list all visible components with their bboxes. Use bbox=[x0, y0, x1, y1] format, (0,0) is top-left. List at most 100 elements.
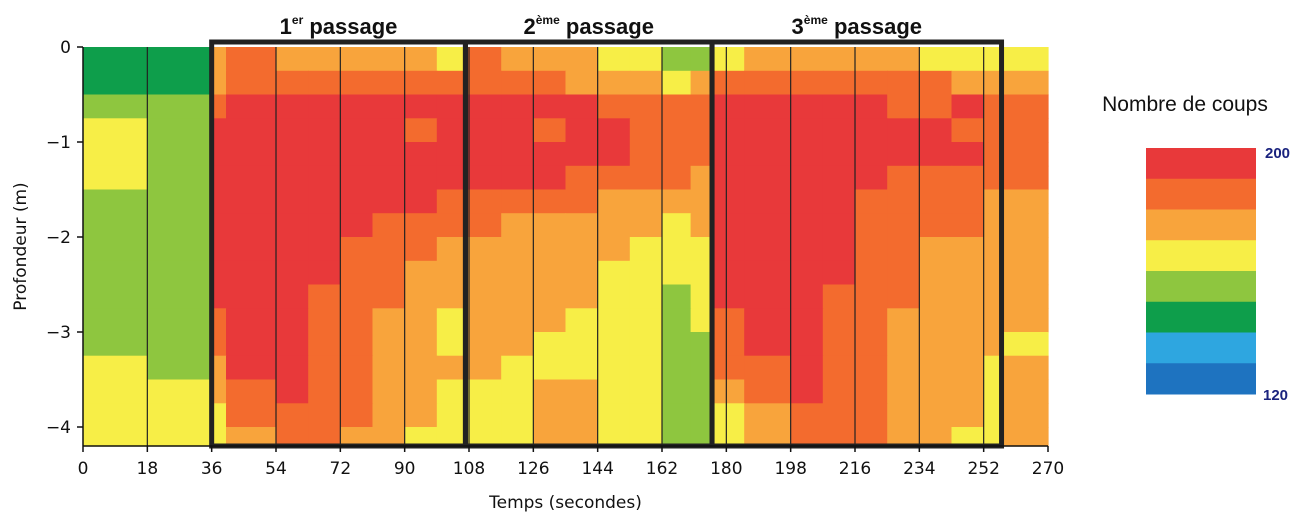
heatmap-cell bbox=[951, 165, 985, 191]
heatmap-cell bbox=[436, 213, 466, 238]
heatmap-cell bbox=[211, 260, 227, 286]
heatmap-cell bbox=[147, 142, 213, 167]
heatmap-cell bbox=[226, 47, 277, 72]
passage-label: 1er passage bbox=[280, 13, 398, 39]
heatmap-cell bbox=[340, 165, 374, 191]
heatmap-cell bbox=[822, 355, 856, 381]
heatmap-cell bbox=[211, 403, 227, 428]
heatmap-cell bbox=[436, 47, 466, 72]
heatmap-cell bbox=[597, 142, 631, 167]
heatmap-cell bbox=[565, 260, 599, 286]
heatmap-cell bbox=[404, 403, 438, 428]
heatmap-cell bbox=[83, 308, 148, 333]
heatmap-cell bbox=[951, 355, 985, 381]
x-axis-title: Temps (secondes) bbox=[488, 493, 642, 513]
heatmap-cell bbox=[662, 47, 692, 72]
y-tick-label: −1 bbox=[46, 133, 71, 153]
heatmap-cell bbox=[822, 237, 856, 262]
heatmap-cell bbox=[147, 308, 213, 333]
heatmap-cell bbox=[855, 260, 888, 286]
heatmap-cell bbox=[744, 142, 792, 167]
heatmap-cell bbox=[983, 118, 1003, 143]
heatmap-cell bbox=[690, 355, 713, 381]
heatmap-cell bbox=[83, 118, 148, 143]
heatmap-cell bbox=[404, 189, 438, 214]
heatmap-cell bbox=[404, 379, 438, 404]
heatmap-cell bbox=[308, 403, 341, 428]
heatmap-cell bbox=[855, 427, 888, 447]
heatmap-cell bbox=[465, 94, 502, 119]
heatmap-cell bbox=[226, 260, 277, 286]
heatmap-cell bbox=[983, 47, 1003, 72]
heatmap-cell bbox=[404, 165, 438, 191]
heatmap-cell bbox=[340, 189, 374, 214]
heatmap-cell bbox=[211, 142, 227, 167]
heatmap-cell bbox=[690, 94, 713, 119]
heatmap-cell bbox=[276, 118, 309, 143]
heatmap-cell bbox=[855, 189, 888, 214]
heatmap-cell bbox=[690, 118, 713, 143]
heatmap-cell bbox=[226, 403, 277, 428]
heatmap-cell bbox=[533, 403, 567, 428]
heatmap-cell bbox=[951, 189, 985, 214]
heatmap-cell bbox=[983, 379, 1003, 404]
heatmap-cell bbox=[790, 260, 824, 286]
heatmap-cell bbox=[690, 47, 713, 72]
heatmap-cell bbox=[565, 355, 599, 381]
heatmap-cell bbox=[465, 355, 502, 381]
heatmap-cell bbox=[597, 189, 631, 214]
heatmap-cell bbox=[276, 308, 309, 333]
heatmap-cell bbox=[919, 189, 953, 214]
legend-swatch bbox=[1146, 301, 1256, 333]
heatmap-cell bbox=[465, 379, 502, 404]
heatmap-cell bbox=[501, 189, 534, 214]
heatmap-cell bbox=[211, 379, 227, 404]
legend-title: Nombre de coups bbox=[1102, 93, 1268, 116]
heatmap-cell bbox=[226, 70, 277, 96]
heatmap-cell bbox=[465, 427, 502, 447]
legend-swatch bbox=[1146, 178, 1256, 210]
heatmap-cell bbox=[951, 379, 985, 404]
heatmap-cell bbox=[629, 308, 663, 333]
heatmap-cell bbox=[629, 427, 663, 447]
heatmap-cell bbox=[501, 47, 534, 72]
heatmap-cell bbox=[919, 94, 953, 119]
heatmap-cell bbox=[308, 165, 341, 191]
heatmap-cell bbox=[226, 237, 277, 262]
heatmap-cell bbox=[662, 142, 692, 167]
passage-label: 2ème passage bbox=[524, 13, 654, 39]
x-axis: 0 18 36 54 72 90 108 126 144 162 180 198 216 234 252 27… bbox=[78, 446, 1064, 479]
heatmap-cell bbox=[465, 70, 502, 96]
heatmap-cell bbox=[662, 427, 692, 447]
heatmap-cell bbox=[597, 355, 631, 381]
heatmap-cell bbox=[83, 403, 148, 428]
heatmap-cell bbox=[790, 427, 824, 447]
heatmap-cell bbox=[308, 427, 341, 447]
heatmap-cell bbox=[465, 142, 502, 167]
x-tick-label: 0 bbox=[78, 459, 89, 479]
heatmap-cell bbox=[533, 237, 567, 262]
heatmap-cell bbox=[404, 427, 438, 447]
heatmap-cell bbox=[983, 284, 1003, 309]
heatmap-cell bbox=[887, 332, 920, 357]
passage-boundaries bbox=[146, 47, 985, 446]
heatmap-cell bbox=[983, 189, 1003, 214]
heatmap-cell bbox=[983, 70, 1003, 96]
heatmap-cell bbox=[887, 213, 920, 238]
heatmap-cell bbox=[1001, 70, 1049, 96]
heatmap-cell bbox=[951, 427, 985, 447]
heatmap-cell bbox=[629, 94, 663, 119]
heatmap-cell bbox=[629, 189, 663, 214]
heatmap-cell bbox=[308, 118, 341, 143]
heatmap-cell bbox=[1001, 118, 1049, 143]
heatmap-cell bbox=[983, 308, 1003, 333]
heatmap-cell bbox=[226, 427, 277, 447]
heatmap-cell bbox=[790, 284, 824, 309]
heatmap-cell bbox=[744, 94, 792, 119]
heatmap-cell bbox=[690, 308, 713, 333]
heatmap-cell bbox=[533, 427, 567, 447]
heatmap-cell bbox=[690, 332, 713, 357]
heatmap-cell bbox=[855, 213, 888, 238]
heatmap-cell bbox=[744, 189, 792, 214]
x-tick-label: 54 bbox=[265, 459, 287, 479]
